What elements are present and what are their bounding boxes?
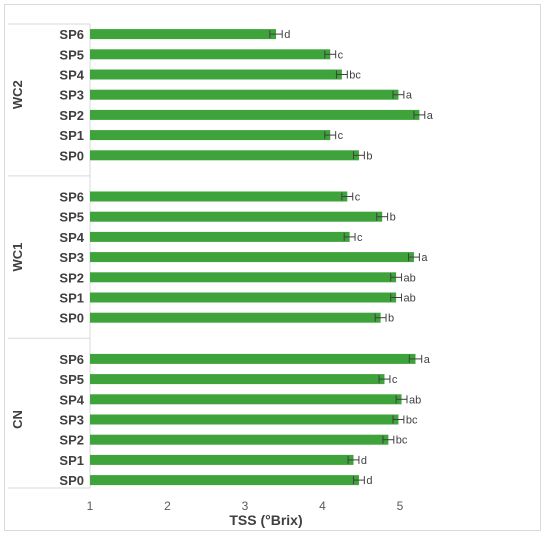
category-label: SP0 xyxy=(59,148,84,163)
category-label: SP3 xyxy=(59,88,84,103)
data-label: d xyxy=(361,455,367,467)
group-label: CN xyxy=(10,410,25,429)
data-label: c xyxy=(357,232,363,244)
data-label: a xyxy=(424,354,431,366)
data-label: d xyxy=(284,29,290,41)
bars-layer xyxy=(90,29,426,486)
category-label: SP5 xyxy=(59,47,84,62)
data-label: c xyxy=(355,192,361,204)
x-tick-label: 1 xyxy=(87,499,94,513)
data-label: a xyxy=(406,90,413,102)
bar xyxy=(90,211,383,222)
data-label: b xyxy=(366,150,372,162)
bar xyxy=(90,29,276,40)
category-label: SP4 xyxy=(59,230,84,245)
data-label: ab xyxy=(409,394,421,406)
x-tick-label: 4 xyxy=(319,499,326,513)
bar xyxy=(90,312,381,323)
category-label: SP5 xyxy=(59,372,84,387)
bar xyxy=(90,89,399,100)
category-label: SP4 xyxy=(59,392,84,407)
category-label: SP3 xyxy=(59,413,84,428)
category-label: SP6 xyxy=(59,190,84,205)
x-tick-label: 5 xyxy=(397,499,404,513)
bar xyxy=(90,374,385,385)
data-label: b xyxy=(388,313,394,325)
data-label: bc xyxy=(396,435,408,447)
category-label: SP2 xyxy=(59,108,84,123)
category-label: SP4 xyxy=(59,68,84,83)
bar xyxy=(90,231,350,242)
category-label: SP1 xyxy=(59,453,84,468)
bar xyxy=(90,434,389,445)
bar xyxy=(90,394,402,405)
bar xyxy=(90,49,331,60)
data-label: a xyxy=(421,252,428,264)
bar xyxy=(90,272,397,283)
category-label: SP2 xyxy=(59,270,84,285)
x-axis-title: TSS (°Brix) xyxy=(229,512,302,528)
data-label: bc xyxy=(349,70,361,82)
category-label: SP6 xyxy=(59,27,84,42)
chart-frame xyxy=(4,4,541,531)
category-label: SP0 xyxy=(59,473,84,488)
data-label: bc xyxy=(406,415,418,427)
bar xyxy=(90,353,416,364)
category-label: SP0 xyxy=(59,311,84,326)
bar xyxy=(90,292,397,303)
data-label: b xyxy=(390,212,396,224)
bar xyxy=(90,69,342,80)
data-label: ab xyxy=(404,272,416,284)
bar xyxy=(90,454,354,465)
bar xyxy=(90,150,359,161)
x-tick-label: 2 xyxy=(164,499,171,513)
bar xyxy=(90,130,331,141)
category-label: SP1 xyxy=(59,128,84,143)
bar xyxy=(90,191,348,202)
category-label: SP5 xyxy=(59,210,84,225)
data-label: c xyxy=(338,49,344,61)
data-label: ab xyxy=(404,293,416,305)
category-label: SP1 xyxy=(59,291,84,306)
group-label: WC1 xyxy=(10,243,25,272)
data-label: c xyxy=(338,130,344,142)
x-tick-label: 3 xyxy=(242,499,249,513)
bar xyxy=(90,109,420,120)
bar xyxy=(90,475,359,486)
category-label: SP6 xyxy=(59,352,84,367)
data-label: a xyxy=(427,110,434,122)
bar xyxy=(90,414,399,425)
data-label: d xyxy=(366,475,372,487)
category-label: SP2 xyxy=(59,433,84,448)
category-label: SP3 xyxy=(59,250,84,265)
data-label: c xyxy=(392,374,398,386)
bar xyxy=(90,252,414,263)
x-axis-ticks: 1 2 3 4 5 xyxy=(87,499,404,513)
group-label: WC2 xyxy=(10,80,25,109)
